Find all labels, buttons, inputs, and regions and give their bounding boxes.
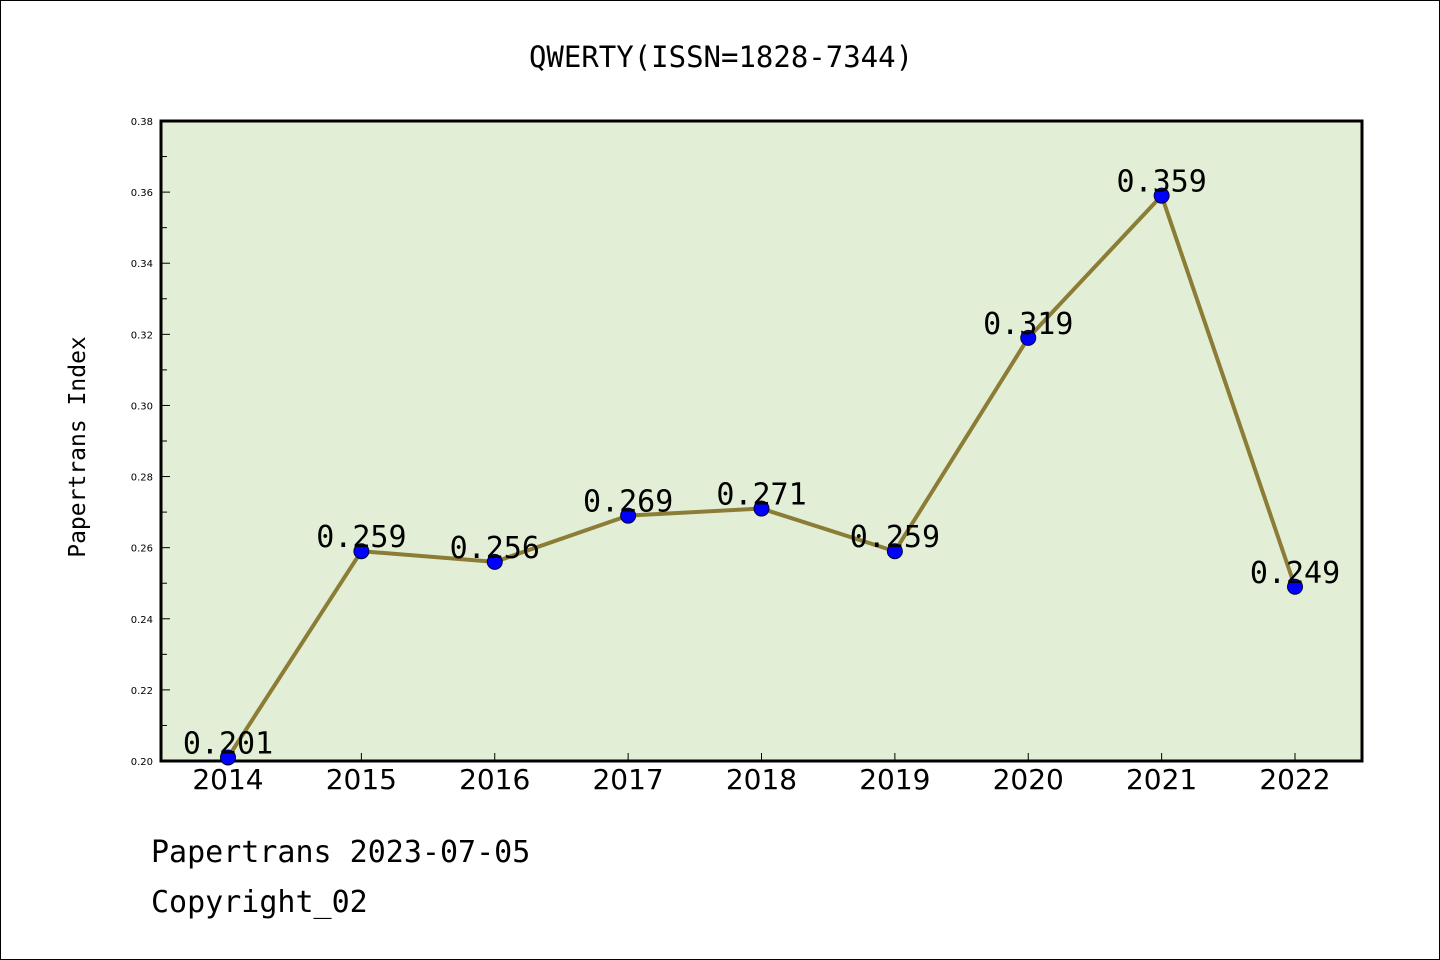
- data-point-marker: [753, 500, 770, 517]
- data-label: 0.271: [716, 478, 806, 513]
- y-tick-label: 0.26: [131, 544, 153, 555]
- x-tick-label: 2017: [592, 763, 663, 796]
- x-tick-label: 2018: [726, 763, 797, 796]
- y-axis: 0.20 0.22 0.24 0.26 0.28 0.30 0.32 0.34 0.36 0.38: [131, 117, 170, 768]
- x-axis: 2014 2015 2016 2017 2018 2019 2020 2021 2022: [192, 753, 1331, 796]
- y-axis-label: Papertrans Index: [65, 336, 91, 558]
- y-tick-label: 0.38: [131, 117, 153, 128]
- data-point-marker: [486, 553, 503, 570]
- data-label: 0.256: [450, 531, 540, 566]
- x-tick-label: 2016: [459, 763, 530, 796]
- copyright-footer: Copyright_02: [151, 885, 368, 920]
- x-tick-label: 2020: [993, 763, 1064, 796]
- source-footer: Papertrans 2023-07-05: [151, 835, 531, 870]
- data-markers: [220, 187, 1303, 766]
- data-label: 0.269: [583, 485, 673, 520]
- data-point-marker: [1287, 578, 1303, 595]
- chart-title: QWERTY(ISSN=1828-7344): [529, 40, 913, 74]
- data-label: 0.201: [183, 726, 273, 761]
- data-label: 0.359: [1116, 165, 1206, 200]
- x-tick-label: 2015: [326, 763, 397, 796]
- x-tick-label: 2014: [192, 763, 263, 796]
- data-label: 0.259: [850, 520, 940, 555]
- y-tick-label: 0.20: [131, 757, 153, 768]
- data-point-marker: [886, 543, 903, 560]
- x-tick-label: 2019: [859, 763, 930, 796]
- y-tick-label: 0.24: [131, 615, 153, 626]
- x-tick-label: 2022: [1259, 763, 1330, 796]
- plot-area: [159, 119, 1364, 763]
- y-tick-label: 0.30: [131, 401, 153, 412]
- data-point-marker: [620, 507, 637, 524]
- y-tick-label: 0.32: [131, 330, 153, 341]
- y-tick-label: 0.22: [131, 686, 153, 697]
- data-labels: 0.201 0.259 0.256 0.269 0.271 0.259 0.319 0.359…: [183, 165, 1340, 762]
- data-label: 0.249: [1250, 556, 1340, 591]
- y-tick-label: 0.34: [131, 259, 153, 270]
- data-label: 0.319: [983, 307, 1073, 342]
- data-label: 0.259: [316, 520, 406, 555]
- data-point-marker: [1153, 187, 1170, 204]
- data-point-marker: [353, 543, 370, 560]
- x-tick-label: 2021: [1126, 763, 1197, 796]
- data-point-marker: [220, 749, 236, 766]
- y-tick-label: 0.36: [131, 188, 153, 199]
- y-tick-label: 0.28: [131, 473, 153, 484]
- data-point-marker: [1020, 329, 1037, 346]
